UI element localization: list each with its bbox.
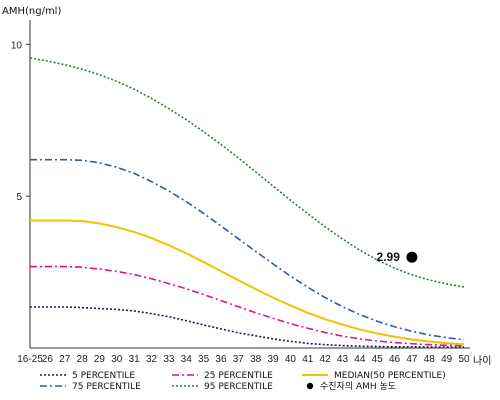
- x-tick-label: 33: [163, 354, 175, 365]
- x-tick-label: 30: [111, 354, 123, 365]
- series-line-75-percentile: [29, 158, 465, 341]
- series-line-95-percentile: [29, 57, 465, 288]
- x-tick-label: 50: [458, 354, 470, 365]
- x-tick-label: 40: [285, 354, 297, 365]
- y-tick-label: 5: [16, 192, 22, 203]
- x-tick-label: 44: [354, 354, 366, 365]
- legend-marker-dot: [306, 382, 314, 390]
- legend-label: 75 PERCENTILE: [72, 382, 141, 392]
- x-tick-label: 43: [337, 354, 349, 365]
- x-tick-label: 36: [215, 354, 227, 365]
- legend-label: 25 PERCENTILE: [204, 371, 273, 381]
- x-tick-label: 38: [250, 354, 262, 365]
- legend-label: MEDIAN(50 PERCENTILE): [334, 371, 446, 381]
- x-tick-label: 32: [146, 354, 158, 365]
- x-tick-label: 29: [94, 354, 106, 365]
- x-tick-label: 48: [424, 354, 436, 365]
- patient-amh-point: [406, 251, 418, 263]
- series-line-5-percentile: [30, 306, 464, 348]
- y-ticks: 5 10: [11, 40, 30, 203]
- x-tick-label: 46: [389, 354, 401, 365]
- y-axis-label: AMH(ng/ml): [2, 6, 61, 17]
- x-tick-label: 49: [441, 354, 453, 365]
- x-tick-label: 42: [320, 354, 332, 365]
- point-layer: 2.99: [377, 250, 418, 264]
- series-line-median-50-percentile: [29, 219, 465, 346]
- x-tick-label: 47: [406, 354, 418, 365]
- x-tick-label: 28: [77, 354, 89, 365]
- x-tick-label: 16-25: [17, 354, 43, 365]
- x-tick-label: 26: [42, 354, 54, 365]
- x-tick-label: 27: [59, 354, 71, 365]
- legend-label: 5 PERCENTILE: [72, 371, 135, 381]
- legend-label: 수진자의 AMH 농도: [320, 381, 396, 392]
- x-axis-label: 나이: [473, 355, 491, 367]
- x-tick-label: 41: [302, 354, 314, 365]
- x-ticks: 16-25 26 27 28 29 30 31 32 33 34 35 36 37 38 39 40 41 42 4…: [17, 354, 470, 365]
- x-tick-label: 39: [267, 354, 279, 365]
- x-tick-label: 37: [233, 354, 245, 365]
- patient-amh-value-label: 2.99: [377, 250, 401, 264]
- x-tick-label: 45: [372, 354, 384, 365]
- series-line-25-percentile: [29, 265, 465, 347]
- legend-label: 95 PERCENTILE: [204, 382, 273, 392]
- series-layer: [29, 57, 465, 348]
- x-tick-label: 34: [181, 354, 193, 365]
- x-tick-label: 35: [198, 354, 210, 365]
- axes: [29, 20, 470, 349]
- x-tick-label: 31: [129, 354, 141, 365]
- legend: 5 PERCENTILE 25 PERCENTILE MEDIAN(50 PERCE…: [40, 371, 446, 392]
- y-tick-label: 10: [11, 40, 23, 51]
